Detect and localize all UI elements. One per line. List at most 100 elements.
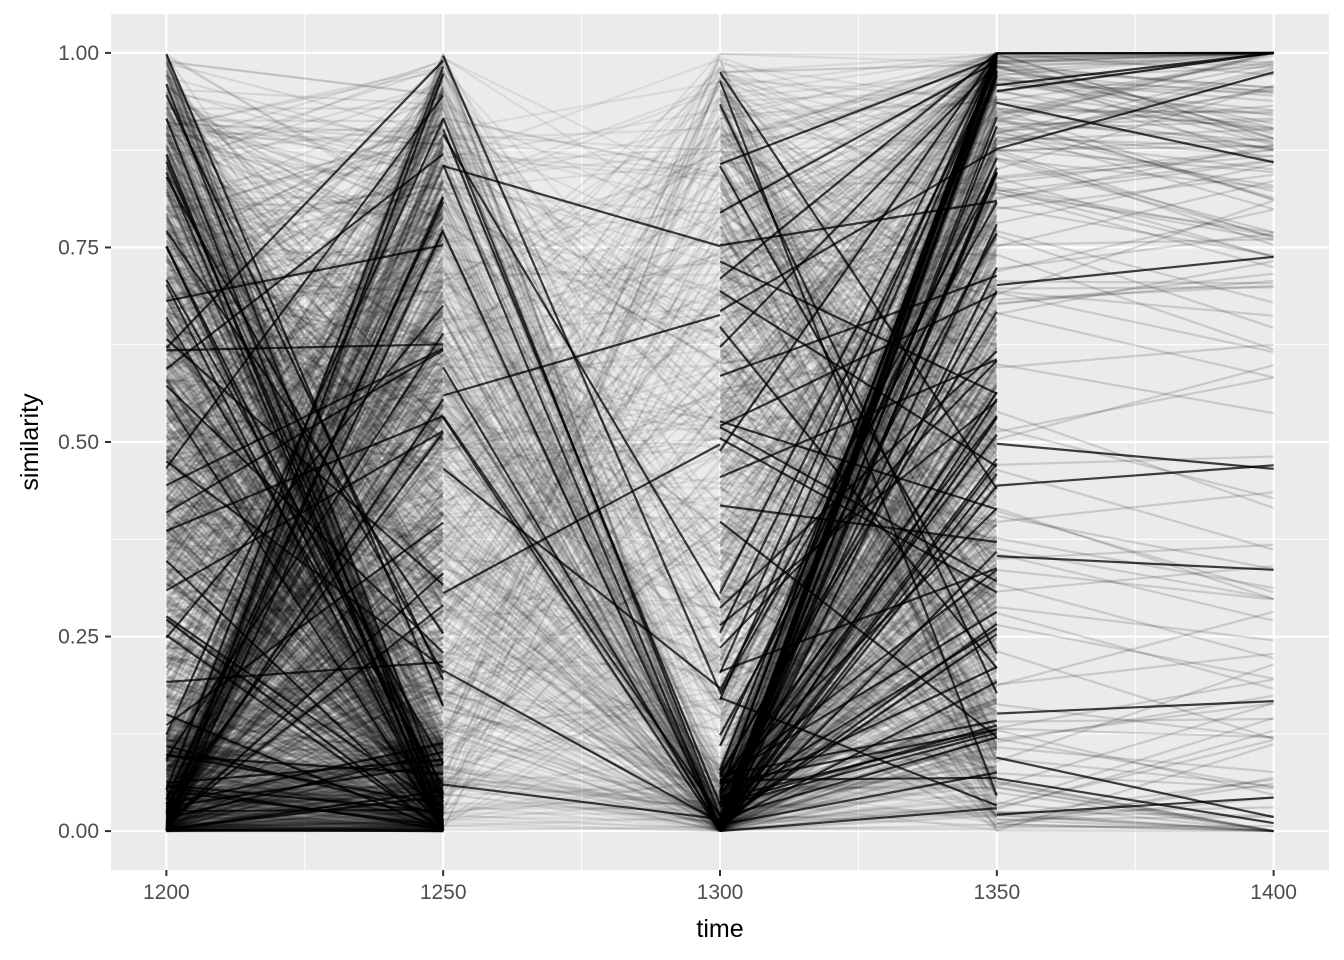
similarity-line — [442, 81, 722, 832]
similarity-line — [166, 752, 444, 803]
similarity-line — [165, 427, 445, 789]
similarity-line — [165, 361, 445, 808]
similarity-line — [719, 391, 998, 807]
similarity-line — [165, 460, 444, 607]
similarity-line — [165, 164, 445, 831]
similarity-line — [166, 825, 444, 832]
similarity-line — [166, 776, 444, 822]
similarity-line — [165, 593, 444, 832]
similarity-line — [165, 270, 445, 832]
similarity-line — [165, 55, 445, 828]
similarity-line — [165, 62, 445, 620]
similarity-line — [165, 307, 445, 825]
similarity-line — [165, 78, 445, 700]
similarity-line — [165, 424, 444, 727]
similarity-line — [442, 501, 721, 796]
similarity-line — [442, 311, 721, 676]
similarity-line — [165, 594, 444, 798]
similarity-line — [165, 410, 445, 782]
similarity-line — [443, 771, 721, 789]
similarity-line — [165, 580, 444, 771]
similarity-line — [442, 54, 722, 831]
similarity-line — [165, 478, 444, 763]
similarity-line — [165, 179, 445, 785]
similarity-line — [165, 69, 445, 708]
similarity-line — [442, 436, 721, 502]
similarity-line — [166, 739, 444, 745]
similarity-line — [166, 828, 444, 833]
similarity-line — [165, 309, 445, 775]
similarity-line — [165, 411, 445, 830]
similarity-line — [442, 463, 721, 776]
similarity-line — [165, 528, 444, 776]
similarity-line — [165, 568, 444, 808]
similarity-line — [443, 436, 721, 464]
similarity-line — [718, 137, 998, 802]
similarity-line — [165, 230, 445, 742]
similarity-line — [166, 816, 444, 827]
similarity-line — [719, 495, 997, 537]
similarity-line — [165, 555, 444, 799]
similarity-line — [165, 366, 444, 545]
similarity-line — [166, 669, 444, 756]
similarity-line — [442, 122, 722, 740]
similarity-line — [165, 214, 445, 794]
similarity-line — [166, 743, 444, 832]
similarity-line — [165, 344, 444, 509]
similarity-line — [165, 188, 445, 827]
similarity-line — [166, 828, 444, 833]
similarity-line — [719, 65, 997, 113]
similarity-line — [442, 152, 721, 350]
similarity-line — [165, 525, 444, 808]
similarity-line — [165, 193, 445, 821]
similarity-line — [165, 135, 445, 783]
similarity-line — [442, 72, 722, 788]
similarity-line — [165, 216, 445, 536]
similarity-line — [165, 344, 445, 821]
similarity-line — [718, 81, 998, 828]
similarity-line — [165, 680, 444, 832]
similarity-line — [442, 265, 721, 559]
similarity-line — [166, 743, 444, 815]
similarity-line — [166, 795, 444, 832]
similarity-line — [165, 401, 444, 565]
similarity-line — [166, 306, 444, 315]
similarity-line — [442, 379, 721, 631]
similarity-line — [165, 177, 445, 832]
similarity-line — [442, 366, 721, 831]
similarity-line — [165, 356, 444, 575]
similarity-line — [166, 787, 444, 823]
similarity-line — [442, 415, 721, 817]
similarity-line — [166, 377, 444, 449]
similarity-line — [165, 149, 445, 816]
similarity-line — [166, 777, 444, 831]
similarity-line — [442, 414, 721, 563]
similarity-line — [719, 273, 998, 399]
similarity-line — [442, 243, 721, 416]
similarity-line — [442, 287, 721, 820]
similarity-line — [442, 198, 721, 763]
similarity-line — [165, 74, 445, 823]
similarity-line — [165, 64, 445, 507]
similarity-line — [166, 743, 444, 827]
similarity-line — [165, 327, 445, 751]
similarity-line — [442, 672, 721, 831]
similarity-line — [719, 165, 998, 655]
similarity-line — [442, 524, 721, 832]
similarity-line — [165, 338, 445, 831]
similarity-line — [165, 567, 444, 818]
similarity-line — [442, 398, 721, 816]
similarity-line — [442, 669, 721, 824]
similarity-line — [165, 380, 445, 823]
similarity-line — [165, 484, 445, 795]
similarity-line — [442, 504, 721, 798]
similarity-line — [442, 536, 721, 830]
similarity-line — [165, 153, 445, 828]
similarity-line — [442, 700, 721, 832]
similarity-line — [165, 109, 444, 220]
similarity-line — [442, 341, 721, 821]
similarity-line — [165, 62, 445, 521]
similarity-line — [166, 740, 444, 833]
similarity-line — [165, 278, 445, 746]
similarity-line — [442, 80, 722, 811]
